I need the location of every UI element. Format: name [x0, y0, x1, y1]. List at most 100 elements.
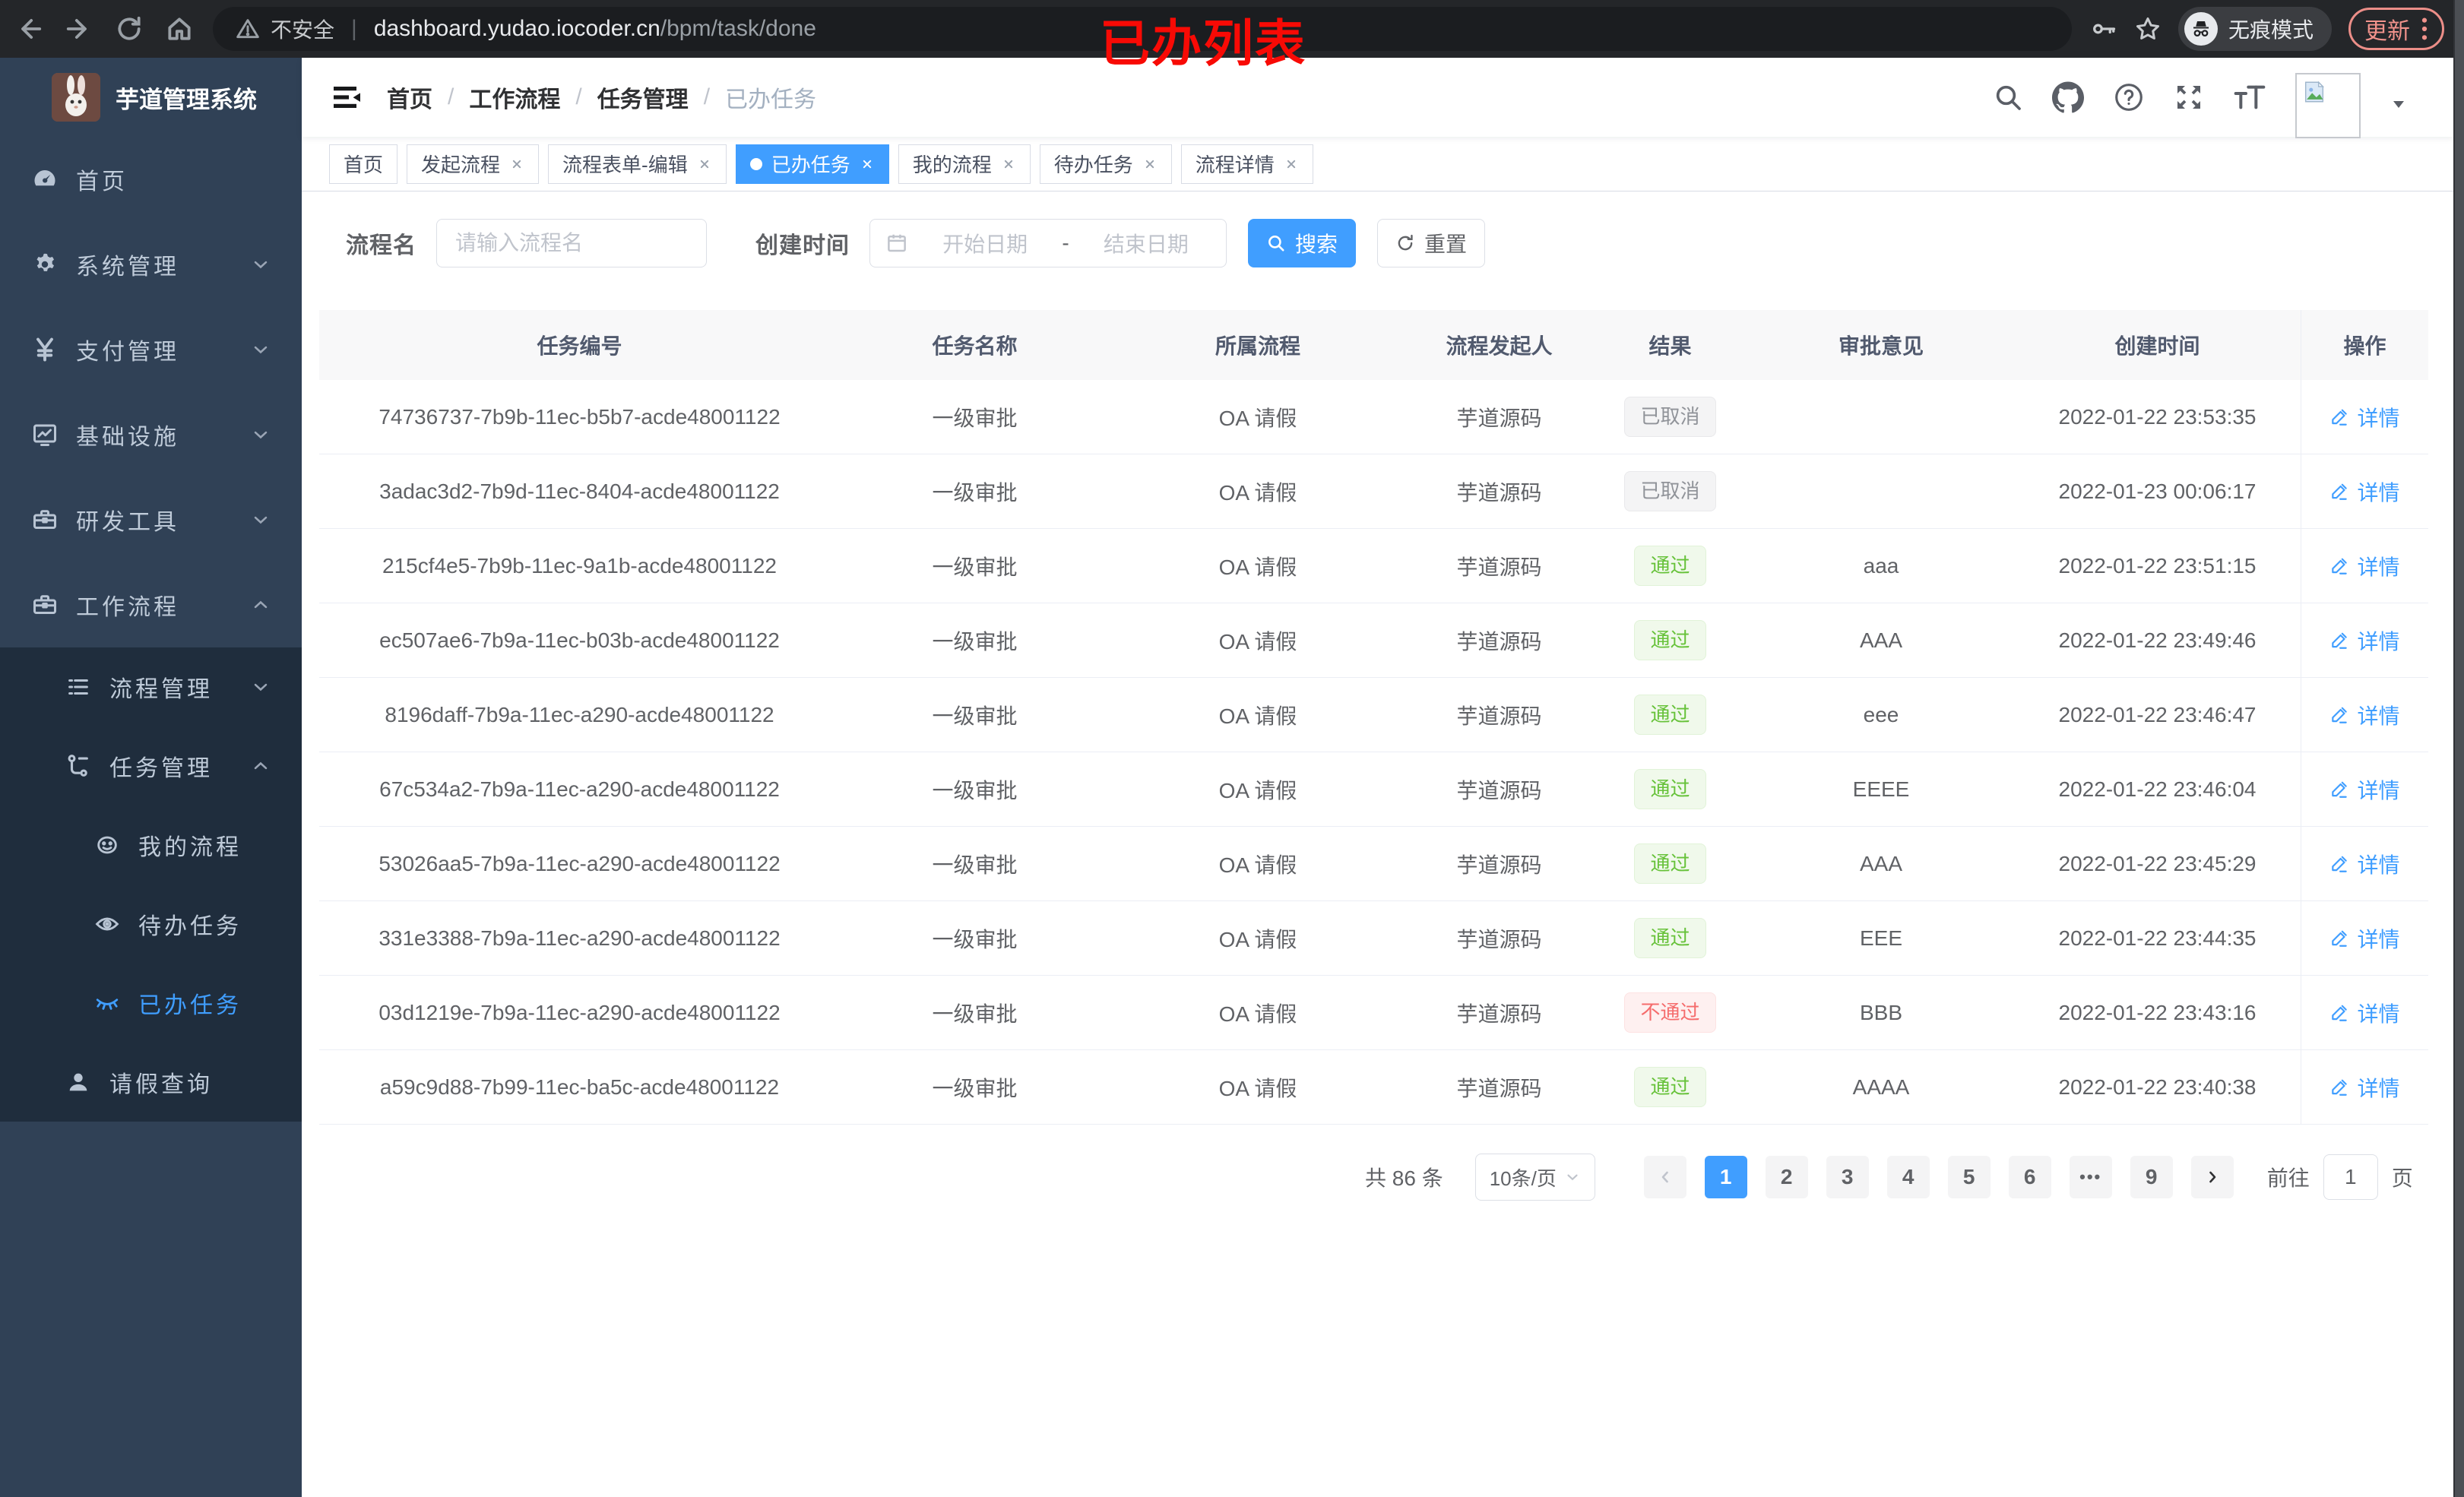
reset-button[interactable]: 重置 [1377, 219, 1485, 267]
chevron-down-icon [250, 424, 271, 445]
sidebar-item-leave-query[interactable]: 请假查询 [0, 1043, 302, 1122]
browser-menu-icon[interactable] [2421, 16, 2428, 42]
table-row: 03d1219e-7b9a-11ec-a290-acde48001122 一级审… [319, 976, 2428, 1050]
starter-cell: 芋道源码 [1456, 778, 1542, 802]
browser-reload-icon[interactable] [108, 8, 150, 50]
bookmark-star-icon[interactable] [2134, 15, 2162, 43]
detail-link[interactable]: 详情 [2329, 551, 2400, 581]
action-cell: 详情 [2301, 529, 2428, 603]
detail-link[interactable]: 详情 [2329, 625, 2400, 656]
page-button[interactable]: 6 [2008, 1156, 2051, 1198]
goto-page-input[interactable] [2323, 1154, 2378, 1200]
sidebar-item-my-process[interactable]: 我的流程 [0, 805, 302, 885]
tab-home[interactable]: 首页 [329, 144, 398, 184]
breadcrumb-workflow[interactable]: 工作流程 [469, 87, 561, 112]
sidebar-item-task-mgmt[interactable]: 任务管理 [0, 726, 302, 805]
table-row: 67c534a2-7b9a-11ec-a290-acde48001122 一级审… [319, 752, 2428, 827]
close-icon[interactable] [1142, 157, 1158, 172]
end-date-placeholder[interactable]: 结束日期 [1103, 233, 1189, 256]
page-button[interactable]: 3 [1826, 1156, 1869, 1198]
detail-link[interactable]: 详情 [2329, 402, 2400, 432]
process-name-input[interactable] [436, 219, 707, 267]
tab-done-tasks[interactable]: 已办任务 [735, 144, 889, 184]
status-badge: 已取消 [1624, 396, 1716, 438]
font-size-icon[interactable] [2233, 82, 2266, 112]
breadcrumb-task-mgmt[interactable]: 任务管理 [597, 87, 689, 112]
tab-todo-tasks[interactable]: 待办任务 [1039, 144, 1172, 184]
page-button[interactable]: 4 [1886, 1156, 1930, 1198]
detail-link[interactable]: 详情 [2329, 774, 2400, 805]
page-button[interactable]: 9 [2130, 1156, 2173, 1198]
security-warning-icon[interactable] [236, 17, 260, 41]
detail-link[interactable]: 详情 [2329, 1072, 2400, 1103]
url-host[interactable]: dashboard.yudao.iocoder.cn [373, 16, 660, 41]
comment-cell: AAA [1859, 851, 1903, 875]
tab-my-process[interactable]: 我的流程 [898, 144, 1031, 184]
next-page-button[interactable] [2190, 1156, 2234, 1198]
password-key-icon[interactable] [2090, 15, 2117, 43]
sidebar-item-system[interactable]: 系统管理 [0, 222, 302, 307]
sidebar-item-home[interactable]: 首页 [0, 137, 302, 222]
address-bar[interactable]: 不安全 | dashboard.yudao.iocoder.cn /bpm/ta… [213, 7, 2072, 51]
top-navbar: 首页 / 工作流程 / 任务管理 / 已办任务 [302, 58, 2453, 138]
github-icon[interactable] [2052, 81, 2084, 113]
page-button[interactable]: 2 [1765, 1156, 1808, 1198]
url-path[interactable]: /bpm/task/done [660, 16, 816, 41]
table-row: 215cf4e5-7b9b-11ec-9a1b-acde48001122 一级审… [319, 529, 2428, 603]
close-icon[interactable] [1284, 157, 1299, 172]
browser-forward-icon[interactable] [58, 8, 100, 50]
sidebar-item-pay[interactable]: 支付管理 [0, 307, 302, 392]
sidebar-item-workflow[interactable]: 工作流程 [0, 562, 302, 647]
sidebar-item-process-mgmt[interactable]: 流程管理 [0, 647, 302, 726]
goto-suffix: 页 [2391, 1166, 2413, 1190]
date-range-picker[interactable]: 开始日期 - 结束日期 [869, 219, 1227, 267]
search-icon[interactable] [1993, 82, 2023, 112]
help-icon[interactable] [2113, 81, 2145, 113]
security-label[interactable]: 不安全 [271, 18, 335, 42]
sidebar-item-infra[interactable]: 基础设施 [0, 392, 302, 477]
process-cell: OA 请假 [1218, 629, 1297, 654]
breadcrumb-home[interactable]: 首页 [387, 87, 432, 112]
detail-link[interactable]: 详情 [2329, 700, 2400, 730]
browser-back-icon[interactable] [8, 8, 50, 50]
page-button[interactable]: 1 [1704, 1156, 1747, 1198]
tab-form-edit[interactable]: 流程表单-编辑 [548, 144, 727, 184]
edit-pencil-icon [2329, 1003, 2349, 1023]
scrollbar[interactable] [2453, 0, 2464, 1497]
page-list: 1 2 3 4 5 6 ••• 9 [1704, 1156, 2173, 1198]
detail-link[interactable]: 详情 [2329, 849, 2400, 879]
url-separator: | [351, 16, 357, 41]
sidebar-item-todo-tasks[interactable]: 待办任务 [0, 885, 302, 964]
app-logo-row[interactable]: 芋道管理系统 [0, 58, 302, 137]
prev-page-button[interactable] [1643, 1156, 1686, 1198]
detail-link[interactable]: 详情 [2329, 923, 2400, 954]
detail-link[interactable]: 详情 [2329, 476, 2400, 507]
tab-process-detail[interactable]: 流程详情 [1180, 144, 1313, 184]
sidebar-item-done-tasks[interactable]: 已办任务 [0, 964, 302, 1043]
page-size-select[interactable]: 10条/页 [1474, 1154, 1595, 1201]
update-label[interactable]: 更新 [2364, 19, 2410, 44]
task-id-cell: 8196daff-7b9a-11ec-a290-acde48001122 [385, 702, 774, 726]
starter-cell: 芋道源码 [1456, 853, 1542, 877]
page-button[interactable]: ••• [2069, 1156, 2112, 1198]
avatar[interactable] [2295, 73, 2361, 138]
browser-update-button[interactable]: 更新 [2348, 8, 2444, 50]
close-icon[interactable] [697, 157, 712, 172]
process-name-label: 流程名 [346, 233, 416, 258]
close-icon[interactable] [1001, 157, 1016, 172]
close-icon[interactable] [509, 157, 524, 172]
start-date-placeholder[interactable]: 开始日期 [942, 233, 1028, 256]
create-time-cell: 2022-01-22 23:45:29 [2058, 851, 2257, 875]
task-name-cell: 一级审批 [932, 778, 1018, 802]
sidebar-collapse-icon[interactable] [329, 79, 366, 116]
page-button[interactable]: 5 [1947, 1156, 1991, 1198]
avatar-caret-icon[interactable] [2390, 95, 2408, 113]
detail-link[interactable]: 详情 [2329, 998, 2400, 1028]
tab-start-process[interactable]: 发起流程 [407, 144, 540, 184]
total-count: 共 86 条 [1365, 1166, 1443, 1190]
fullscreen-icon[interactable] [2174, 82, 2204, 112]
close-icon[interactable] [860, 157, 875, 172]
search-button[interactable]: 搜索 [1248, 219, 1356, 267]
browser-home-icon[interactable] [158, 8, 201, 50]
sidebar-item-devtools[interactable]: 研发工具 [0, 477, 302, 562]
